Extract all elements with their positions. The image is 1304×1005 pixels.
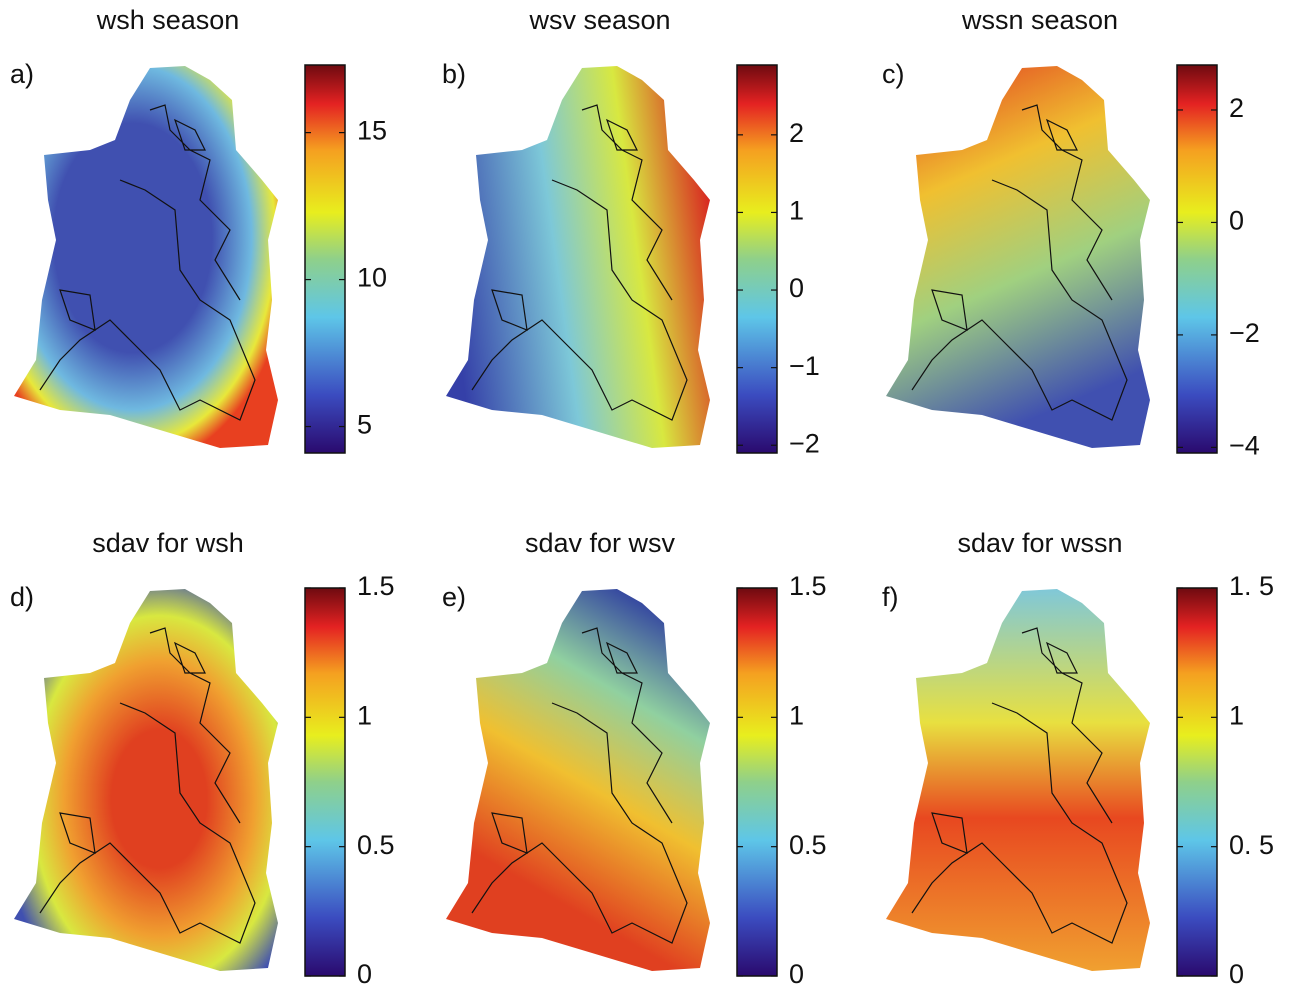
map-region <box>14 66 278 448</box>
map-contour <box>911 627 1128 944</box>
map-contour <box>39 104 256 421</box>
panel: sdav for wsv e) 0 0.5 1 1.5 <box>442 528 827 989</box>
colorbar-tick-label: 2 <box>1229 93 1244 123</box>
panel-label: f) <box>882 582 899 612</box>
panel-title: sdav for wsv <box>525 528 676 558</box>
colorbar-tick-label: 10 <box>357 263 387 293</box>
colorbar <box>736 587 778 977</box>
panel: wsh season a) 5 10 15 <box>10 5 387 454</box>
colorbar-tick-label: 0.5 <box>789 830 827 860</box>
colorbar-tick-label: 1 <box>357 700 372 730</box>
panel: sdav for wsh d) 0 0.5 1 1.5 <box>10 528 395 989</box>
colorbar-tick-label: 5 <box>357 410 372 440</box>
colorbar-tick-label: 1 <box>1229 700 1244 730</box>
panel-title: wsh season <box>96 5 240 35</box>
map-region <box>446 589 710 971</box>
colorbar-tick-label: 0 <box>1229 206 1244 236</box>
colorbar <box>304 587 346 977</box>
colorbar-tick-label: −1 <box>789 351 820 381</box>
map-region <box>14 589 278 971</box>
panel-title: sdav for wssn <box>957 528 1122 558</box>
colorbar-tick-label: 1 <box>789 700 804 730</box>
colorbar <box>304 64 346 454</box>
panel-label: e) <box>442 582 466 612</box>
colorbar-tick-label: −4 <box>1229 431 1260 461</box>
colorbar-tick-label: 15 <box>357 116 387 146</box>
colorbar-tick-label: 1 <box>789 196 804 226</box>
colorbar-tick-label: 0.5 <box>357 830 395 860</box>
colorbar-tick-label: −2 <box>1229 318 1260 348</box>
map-contour <box>911 104 1128 421</box>
colorbar-tick-label: 2 <box>789 118 804 148</box>
colorbar-tick-label: 1.5 <box>357 571 395 601</box>
panel: sdav for wssn f) 0 0. 5 1 1. 5 <box>882 528 1274 989</box>
colorbar-tick-label: 0. 5 <box>1229 830 1274 860</box>
map-region <box>886 66 1150 448</box>
colorbar-tick-label: 0 <box>789 273 804 303</box>
panel: wssn season c) −4 −2 0 2 <box>882 5 1260 460</box>
map-region <box>446 66 710 448</box>
colorbar-tick-label: 1.5 <box>789 571 827 601</box>
panel-title: sdav for wsh <box>92 528 244 558</box>
panel-label: b) <box>442 59 466 89</box>
panel-label: c) <box>882 59 905 89</box>
panel-label: a) <box>10 59 34 89</box>
colorbar-tick-label: 0 <box>789 959 804 989</box>
colorbar-tick-label: 0 <box>1229 959 1244 989</box>
panel-label: d) <box>10 582 34 612</box>
map-region <box>886 589 1150 971</box>
map-contour <box>471 627 688 944</box>
colorbar-tick-label: 0 <box>357 959 372 989</box>
panel-title: wssn season <box>961 5 1118 35</box>
panel-title: wsv season <box>528 5 670 35</box>
colorbar-tick-label: −2 <box>789 428 820 458</box>
colorbar <box>1176 64 1218 454</box>
map-contour <box>471 104 688 421</box>
panel: wsv season b) −2 −1 0 1 2 <box>442 5 820 458</box>
colorbar <box>1176 587 1218 977</box>
map-contour <box>39 627 256 944</box>
colorbar-tick-label: 1. 5 <box>1229 571 1274 601</box>
colorbar <box>736 64 778 454</box>
